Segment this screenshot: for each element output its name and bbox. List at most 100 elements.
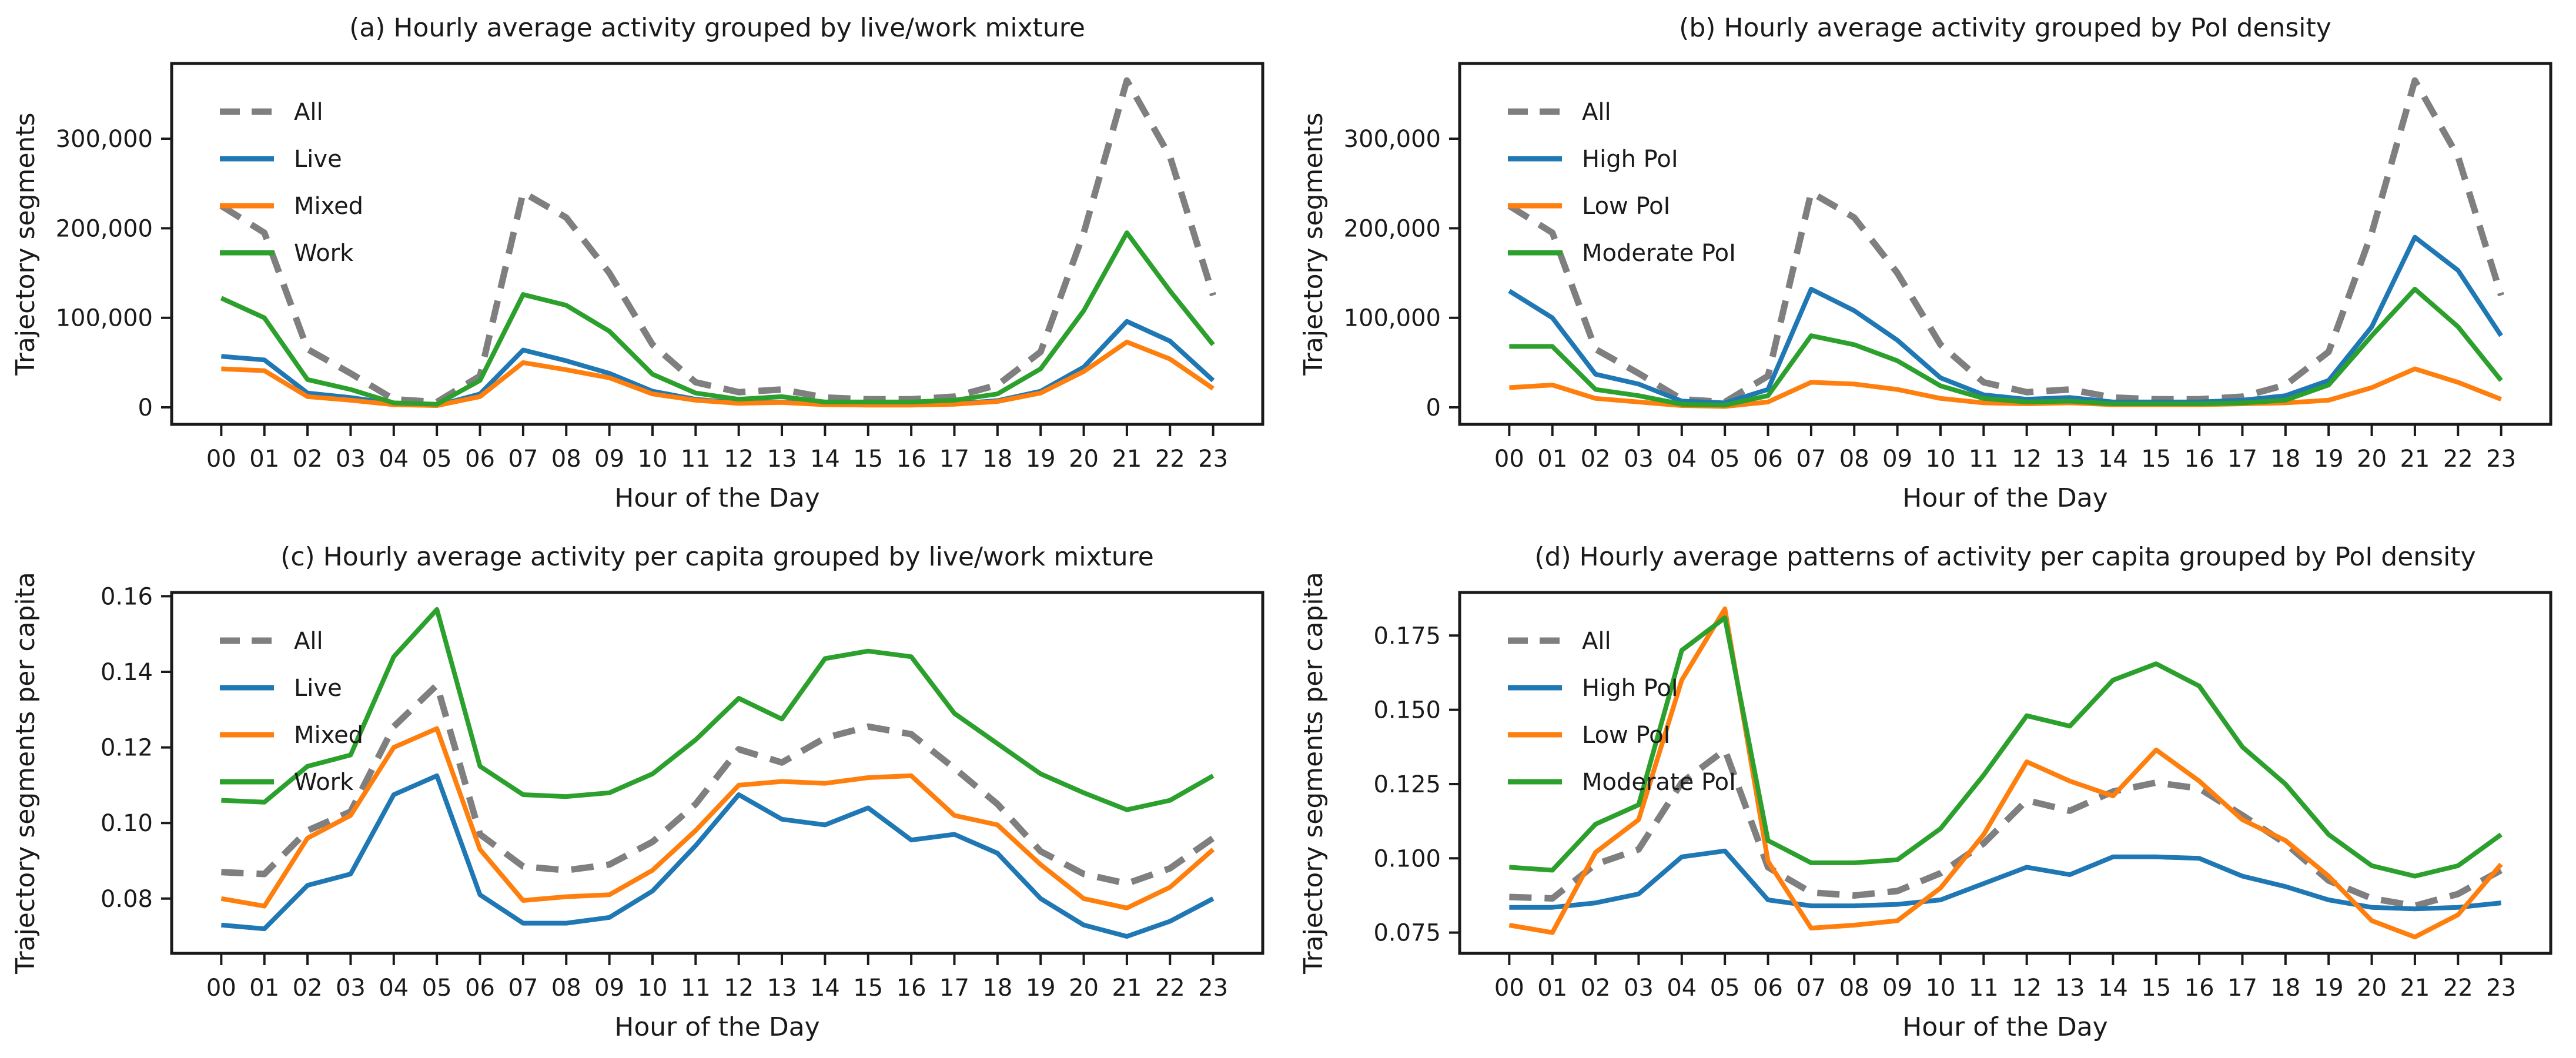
x-tick-label: 11 xyxy=(1969,446,1999,473)
x-tick-label: 18 xyxy=(982,975,1012,1002)
x-tick-label: 01 xyxy=(249,446,279,473)
legend-label: Mixed xyxy=(294,722,363,749)
x-tick-label: 09 xyxy=(1882,446,1912,473)
x-tick-label: 14 xyxy=(810,446,840,473)
x-tick-label: 15 xyxy=(2141,975,2171,1002)
legend-label: Work xyxy=(294,240,354,267)
x-tick-label: 00 xyxy=(206,446,236,473)
x-tick-label: 16 xyxy=(2184,975,2214,1002)
x-tick-label: 09 xyxy=(594,446,624,473)
x-tick-label: 14 xyxy=(2098,446,2128,473)
x-tick-label: 17 xyxy=(2227,446,2257,473)
x-tick-label: 05 xyxy=(422,975,452,1002)
x-tick-label: 12 xyxy=(724,446,754,473)
x-tick-label: 15 xyxy=(853,975,883,1002)
x-tick-label: 19 xyxy=(2314,446,2344,473)
x-tick-label: 23 xyxy=(2486,446,2516,473)
x-tick-label: 05 xyxy=(1710,975,1740,1002)
y-tick-label: 0.10 xyxy=(101,810,153,837)
x-tick-label: 02 xyxy=(293,975,323,1002)
x-tick-label: 12 xyxy=(2012,446,2042,473)
legend-label: All xyxy=(294,99,323,126)
x-tick-label: 13 xyxy=(2055,975,2085,1002)
legend-label: Mixed xyxy=(294,193,363,220)
series-line-moderate-poi xyxy=(1509,615,2503,879)
y-tick-label: 0.100 xyxy=(1373,845,1441,872)
chart-b-hourly-activity-by-poi-density: (b) Hourly average activity grouped by P… xyxy=(1288,0,2576,529)
x-tick-label: 15 xyxy=(853,446,883,473)
x-tick-label: 22 xyxy=(2443,446,2473,473)
x-tick-label: 08 xyxy=(1839,446,1869,473)
x-tick-label: 23 xyxy=(2486,975,2516,1002)
chart-d-canvas: (d) Hourly average patterns of activity … xyxy=(1299,542,2552,1042)
legend-label: Moderate PoI xyxy=(1582,769,1736,796)
x-tick-label: 07 xyxy=(1796,975,1826,1002)
y-tick-label: 0.075 xyxy=(1373,920,1441,947)
x-tick-label: 20 xyxy=(2357,446,2387,473)
series-line-work xyxy=(221,607,1215,812)
x-tick-label: 03 xyxy=(336,975,366,1002)
y-tick-label: 0.125 xyxy=(1373,771,1441,798)
x-tick-label: 17 xyxy=(939,975,969,1002)
x-tick-label: 13 xyxy=(767,446,797,473)
legend-label: Low PoI xyxy=(1582,193,1670,220)
x-tick-label: 04 xyxy=(379,446,409,473)
x-axis-label: Hour of the Day xyxy=(1902,483,2107,513)
x-tick-label: 18 xyxy=(2270,975,2300,1002)
x-tick-label: 22 xyxy=(2443,975,2473,1002)
x-tick-label: 19 xyxy=(1026,975,1056,1002)
x-tick-label: 07 xyxy=(1796,446,1826,473)
chart-title: (b) Hourly average activity grouped by P… xyxy=(1679,13,2331,43)
x-tick-label: 06 xyxy=(465,975,495,1002)
plot-border xyxy=(1458,62,2552,426)
legend-label: Live xyxy=(294,146,342,173)
legend-label: All xyxy=(294,628,323,655)
series-line-live xyxy=(221,773,1215,939)
x-tick-label: 01 xyxy=(1537,446,1567,473)
x-tick-label: 23 xyxy=(1198,975,1228,1002)
x-tick-label: 00 xyxy=(206,975,236,1002)
x-tick-label: 12 xyxy=(724,975,754,1002)
legend-label: Moderate PoI xyxy=(1582,240,1736,267)
x-tick-label: 13 xyxy=(2055,446,2085,473)
x-tick-label: 08 xyxy=(551,446,581,473)
y-tick-label: 100,000 xyxy=(1344,305,1441,332)
x-tick-label: 06 xyxy=(1753,446,1783,473)
y-tick-label: 300,000 xyxy=(56,126,153,153)
y-tick-label: 0.175 xyxy=(1373,622,1441,649)
x-tick-label: 02 xyxy=(293,446,323,473)
x-tick-label: 13 xyxy=(767,975,797,1002)
x-tick-label: 01 xyxy=(1537,975,1567,1002)
chart-b-canvas: (b) Hourly average activity grouped by P… xyxy=(1299,13,2552,513)
y-tick-label: 0.12 xyxy=(101,735,153,762)
legend-label: Work xyxy=(294,769,354,796)
x-tick-label: 04 xyxy=(1667,975,1697,1002)
x-tick-label: 18 xyxy=(982,446,1012,473)
plot-border xyxy=(170,591,1264,955)
x-tick-label: 20 xyxy=(1069,975,1099,1002)
x-tick-label: 16 xyxy=(896,446,926,473)
legend-label: Low PoI xyxy=(1582,722,1670,749)
x-tick-label: 17 xyxy=(2227,975,2257,1002)
y-axis-label: Trajectory segments per capita xyxy=(1299,572,1329,975)
x-axis-label: Hour of the Day xyxy=(614,1012,819,1042)
series-line-all xyxy=(219,77,1216,406)
x-tick-label: 09 xyxy=(594,975,624,1002)
x-tick-label: 21 xyxy=(1112,446,1142,473)
chart-a-canvas: (a) Hourly average activity grouped by l… xyxy=(11,13,1264,513)
x-tick-label: 22 xyxy=(1155,446,1185,473)
x-tick-label: 05 xyxy=(422,446,452,473)
y-tick-label: 0.14 xyxy=(101,659,153,686)
x-axis-label: Hour of the Day xyxy=(614,483,819,513)
x-tick-label: 07 xyxy=(508,446,538,473)
chart-title: (c) Hourly average activity per capita g… xyxy=(280,542,1154,572)
series-line-mixed xyxy=(221,339,1215,408)
plot-border xyxy=(170,62,1264,426)
x-tick-label: 10 xyxy=(1926,446,1956,473)
series-line-all xyxy=(221,682,1215,887)
x-tick-label: 10 xyxy=(638,975,668,1002)
y-tick-label: 0.16 xyxy=(101,583,153,610)
legend-label: All xyxy=(1582,628,1611,655)
series-line-low-poi xyxy=(1508,606,2503,940)
